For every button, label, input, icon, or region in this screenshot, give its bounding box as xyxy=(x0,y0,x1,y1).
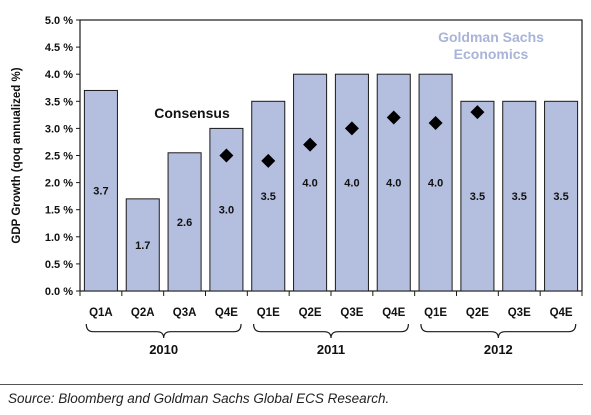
source-note: Source: Bloomberg and Goldman Sachs Glob… xyxy=(8,391,390,406)
bar-value-label: 3.0 xyxy=(219,205,234,217)
bar-value-label: 3.5 xyxy=(553,191,568,203)
consensus-marker xyxy=(303,137,318,152)
y-tick-label: 4.5 % xyxy=(45,42,73,54)
y-tick-label: 0.0 % xyxy=(45,286,73,298)
y-tick-label: 2.0 % xyxy=(45,178,73,190)
y-tick-label: 4.0 % xyxy=(45,69,73,81)
brand-line: Economics xyxy=(454,46,529,62)
y-tick-label: 0.5 % xyxy=(45,259,73,271)
bar xyxy=(125,198,160,292)
x-category-label: Q3E xyxy=(508,307,531,319)
year-brace xyxy=(85,323,242,339)
y-tick-label: 2.5 % xyxy=(45,151,73,163)
bar xyxy=(460,100,495,292)
y-tick-label: 1.5 % xyxy=(45,205,73,217)
x-category-label: Q4E xyxy=(550,307,573,319)
year-label: 2011 xyxy=(317,342,345,357)
year-brace xyxy=(420,323,577,339)
bar xyxy=(502,100,537,292)
bar-value-label: 4.0 xyxy=(428,178,443,190)
year-brace xyxy=(253,323,409,339)
bar-value-label: 3.7 xyxy=(93,186,108,198)
bar-value-label: 1.7 xyxy=(135,240,150,252)
bar xyxy=(544,100,579,292)
consensus-marker xyxy=(219,148,234,163)
gdp-growth-chart: 0.0 % 0.5 % 1.0 % 1.5 % 2.0 % 2.5 % 3.0 % 3.5 %… xyxy=(11,15,583,357)
x-category-label: Q4E xyxy=(215,307,238,319)
bar-value-label: 4.0 xyxy=(386,178,401,190)
x-category-label: Q1E xyxy=(257,307,280,319)
bar xyxy=(83,89,118,292)
brand-label: Goldman Sachs Economics xyxy=(438,29,544,62)
bar-value-label: 3.5 xyxy=(470,191,485,203)
consensus-marker xyxy=(344,121,359,136)
x-category-label: Q1A xyxy=(89,307,113,319)
plot-area xyxy=(79,19,583,292)
y-tick-label: 3.5 % xyxy=(45,96,73,108)
year-label: 2010 xyxy=(149,342,178,357)
bar xyxy=(418,73,453,292)
x-category-label: Q2E xyxy=(299,307,322,319)
y-tick-label: 3.0 % xyxy=(45,123,73,135)
x-category-label: Q4E xyxy=(382,307,405,319)
bar xyxy=(167,152,202,292)
consensus-marker xyxy=(386,110,401,125)
brand-line: Goldman Sachs xyxy=(438,29,544,45)
y-tick-label: 5.0 % xyxy=(45,15,73,27)
bar xyxy=(251,100,286,292)
y-tick-label: 1.0 % xyxy=(45,232,73,244)
bar-value-label: 4.0 xyxy=(344,178,359,190)
bar-value-label: 3.5 xyxy=(512,191,527,203)
x-category-label: Q2A xyxy=(131,307,155,319)
x-category-label: Q1E xyxy=(424,307,447,319)
consensus-marker xyxy=(428,115,443,130)
bar xyxy=(376,73,411,292)
bar xyxy=(334,73,369,292)
x-category-label: Q3E xyxy=(340,307,363,319)
bar xyxy=(293,73,328,292)
bar-value-label: 2.6 xyxy=(177,217,192,229)
y-axis-label: GDP Growth (qoq annualized %) xyxy=(11,67,23,243)
bar-value-label: 3.5 xyxy=(261,191,276,203)
year-label: 2012 xyxy=(484,342,513,357)
x-category-label: Q2E xyxy=(466,307,489,319)
consensus-marker xyxy=(261,153,276,168)
source-divider xyxy=(0,384,583,385)
consensus-label: Consensus xyxy=(154,105,230,121)
bar-value-label: 4.0 xyxy=(302,178,317,190)
consensus-marker xyxy=(470,105,485,120)
x-category-label: Q3A xyxy=(173,307,197,319)
